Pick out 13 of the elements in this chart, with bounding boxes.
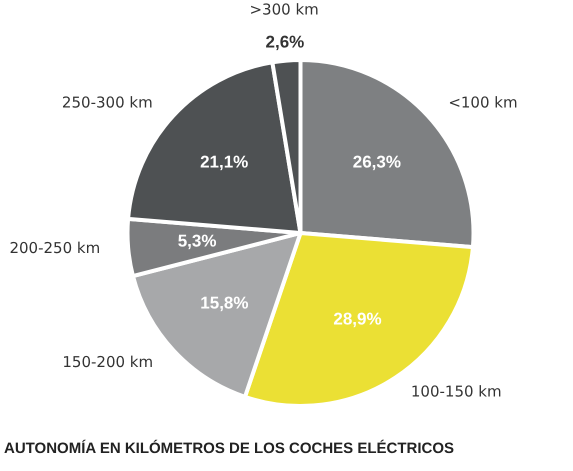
slice-label: 150-200 km [62, 352, 154, 371]
data-label: 26,3% [352, 152, 401, 172]
slice-label: >300 km [249, 0, 319, 19]
slice-label: 250-300 km [62, 93, 153, 112]
data-label: 2,6% [266, 32, 304, 52]
text: AUTONOMÍA EN KILÓMETROS DE LOS COCHES ELÉCTRICOS [3, 440, 456, 457]
slice-label: 100-150 km [410, 382, 502, 401]
slice-label: 200-250 km [9, 239, 100, 258]
data-label: 5,3% [178, 231, 216, 250]
slice-label: <100 km [448, 93, 518, 112]
data-label: 15,8% [200, 293, 248, 312]
data-label: 21,1% [200, 152, 248, 172]
data-label: 28,9% [333, 309, 382, 328]
